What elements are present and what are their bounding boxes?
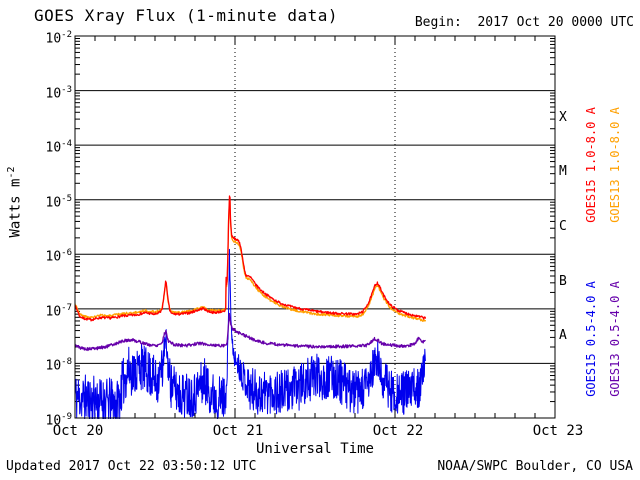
series-goes15-0-5-4-0-a [75,248,426,419]
flare-class-label: A [559,328,567,344]
y-tick-label: 10-7 [45,302,73,320]
begin-date: 2017 Oct 20 0000 UTC [477,15,634,30]
legend-goes13-long: GOES13 1.0-8.0 A [608,107,622,223]
begin-timestamp: Begin: 2017 Oct 20 0000 UTC [415,15,634,30]
legend-goes15-long: GOES15 1.0-8.0 A [584,107,598,223]
x-tick-label: Oct 22 [372,423,424,439]
y-tick-label: 10-6 [45,248,73,265]
legend-goes13-short: GOES13 0.5-4.0 A [608,281,622,397]
y-tick-label: 10-3 [45,84,73,101]
begin-value [462,15,478,30]
begin-label: Begin: [414,15,462,30]
x-axis-title: Universal Time [255,441,374,457]
flare-class-label: C [559,219,567,234]
flare-class-label: X [559,109,567,125]
updated-timestamp: Updated 2017 Oct 22 03:50:12 UTC [6,459,257,474]
x-tick-label: Oct 20 [52,423,104,439]
y-axis-title-text: Watts m [7,178,24,238]
y-axis-title-exponent: -2 [6,166,17,179]
plot-frame [74,35,556,419]
y-tick-label: 10-9 [45,412,73,429]
series-goes13-0-5-4-0-a [75,312,426,352]
y-tick-label: 10-8 [45,357,73,374]
y-axis-title: Watts m-2 [6,150,24,254]
flare-class-label: M [559,164,567,180]
x-tick-label: Oct 21 [212,423,264,439]
legend-goes15-short: GOES15 0.5-4.0 A [584,281,598,397]
series-goes13-1-0-8-0-a [75,198,427,322]
chart-title: GOES Xray Flux (1-minute data) [34,6,338,25]
source-attribution: NOAA/SWPC Boulder, CO USA [437,459,633,474]
y-tick-label: 10-4 [45,139,73,156]
x-tick-label: Oct 23 [532,423,584,439]
series-goes15-1-0-8-0-a [75,195,427,322]
y-tick-label: 10-2 [45,30,73,47]
flare-class-label: B [559,273,567,289]
y-tick-label: 10-5 [45,193,73,211]
